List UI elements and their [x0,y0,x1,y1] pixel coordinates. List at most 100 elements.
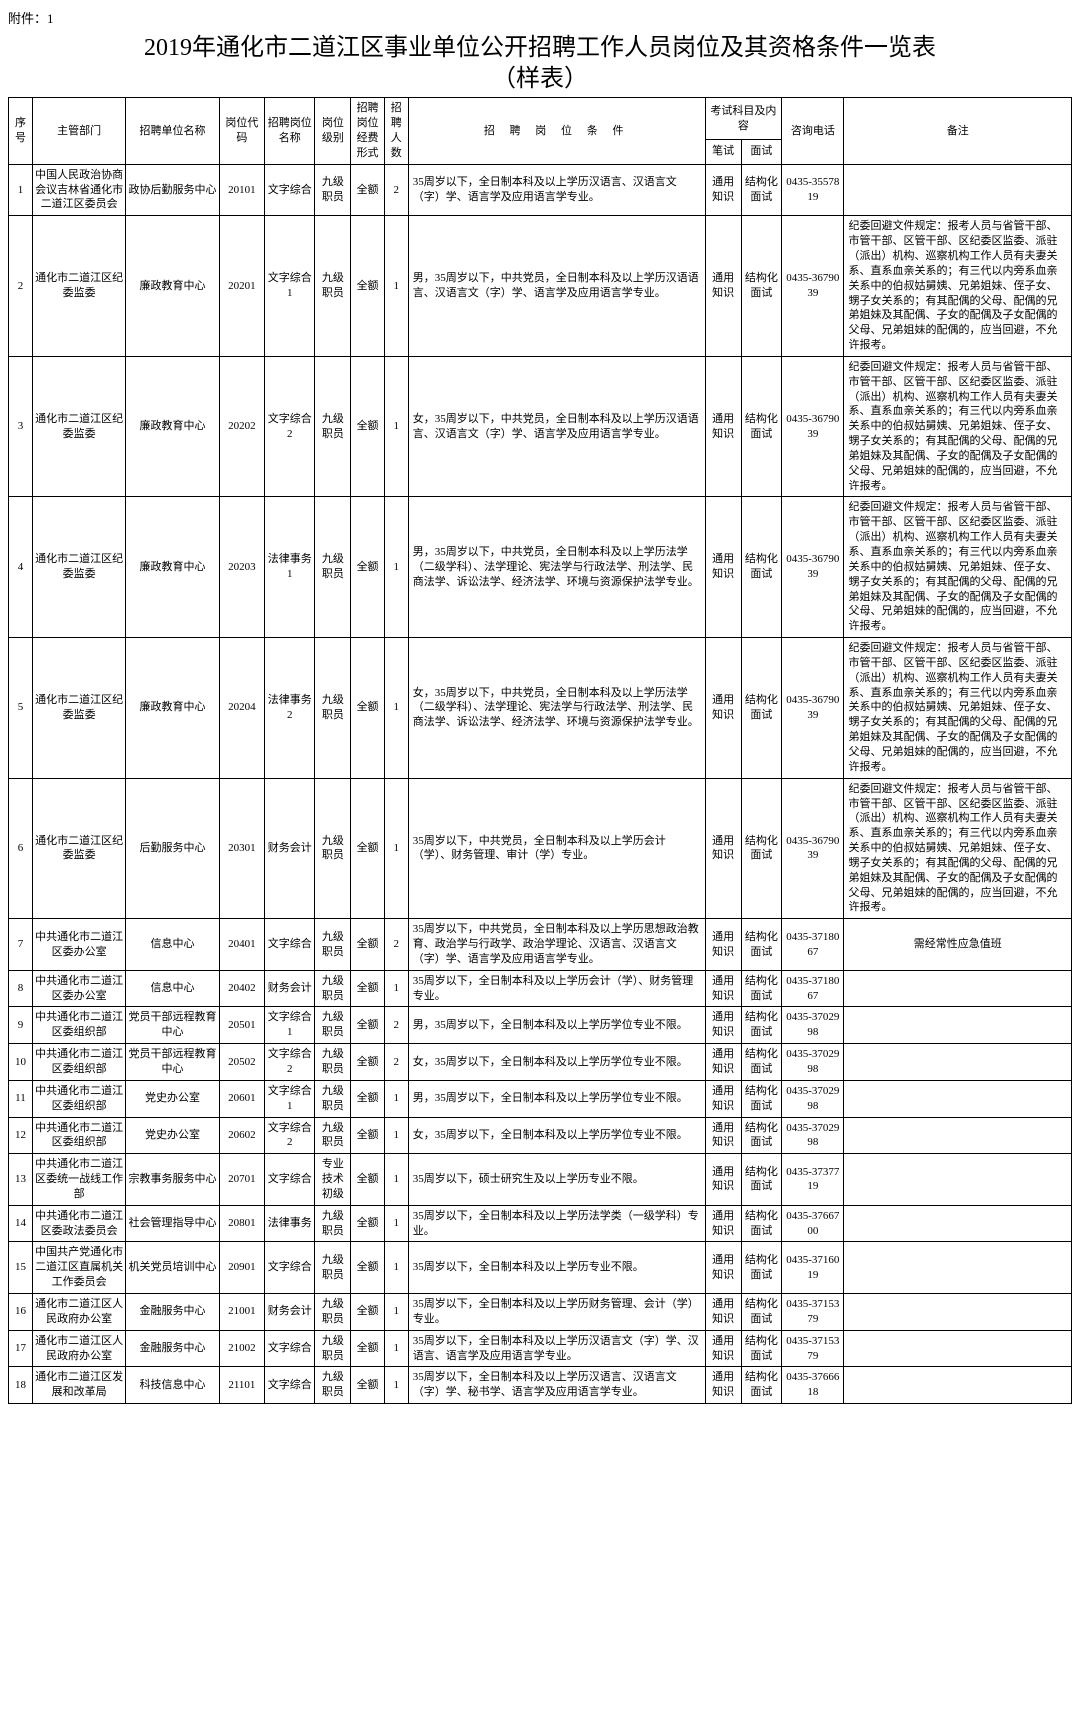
cell-seq: 3 [9,356,33,497]
table-row: 5通化市二道江区纪委监委廉政教育中心20204法律事务2九级职员全额1女，35周… [9,638,1072,779]
cell-cond: 35周岁以下，中共党员，全日制本科及以上学历会计（学）、财务管理、审计（学）专业… [408,778,705,919]
cell-phone: 0435-3766618 [782,1367,844,1404]
cell-code: 20602 [219,1117,264,1154]
cell-code: 21101 [219,1367,264,1404]
cell-count: 1 [384,970,408,1007]
cell-seq: 2 [9,216,33,357]
cell-pos: 法律事务 [265,1205,315,1242]
cell-phone: 0435-3679039 [782,778,844,919]
cell-dept: 中共通化市二道江区委政法委员会 [32,1205,125,1242]
cell-count: 1 [384,356,408,497]
cell-phone: 0435-3679039 [782,638,844,779]
cell-count: 1 [384,1080,408,1117]
cell-dept: 中国共产党通化市二道江区直属机关工作委员会 [32,1242,125,1294]
cell-phone: 0435-3715379 [782,1330,844,1367]
cell-cond: 女，35周岁以下，中共党员，全日制本科及以上学历法学（二级学科）、法学理论、宪法… [408,638,705,779]
cell-cond: 男，35周岁以下，中共党员，全日制本科及以上学历汉语语言、汉语言文（字）学、语言… [408,216,705,357]
cell-seq: 6 [9,778,33,919]
cell-unit: 后勤服务中心 [126,778,219,919]
cell-level: 九级职员 [315,1044,351,1081]
cell-dept: 中共通化市二道江区委办公室 [32,919,125,971]
cell-interview: 结构化面试 [741,1044,782,1081]
cell-dept: 通化市二道江区人民政府办公室 [32,1330,125,1367]
table-row: 15中国共产党通化市二道江区直属机关工作委员会机关党员培训中心20901文字综合… [9,1242,1072,1294]
cell-pos: 文字综合1 [265,216,315,357]
cell-interview: 结构化面试 [741,1367,782,1404]
cell-interview: 结构化面试 [741,1007,782,1044]
cell-remark [844,1044,1072,1081]
cell-pos: 财务会计 [265,778,315,919]
title-line2: （样表） [492,66,588,92]
cell-fund: 全额 [351,497,385,638]
th-seq: 序号 [9,98,33,164]
cell-pos: 文字综合1 [265,1007,315,1044]
cell-remark: 纪委回避文件规定：报考人员与省管干部、市管干部、区管干部、区纪委区监委、派驻（派… [844,216,1072,357]
cell-pos: 文字综合2 [265,1117,315,1154]
th-exam: 考试科目及内容 [705,98,782,140]
cell-code: 20402 [219,970,264,1007]
cell-remark: 纪委回避文件规定：报考人员与省管干部、市管干部、区管干部、区纪委区监委、派驻（派… [844,356,1072,497]
cell-remark [844,1007,1072,1044]
cell-level: 九级职员 [315,1007,351,1044]
cell-written: 通用知识 [705,497,741,638]
cell-unit: 廉政教育中心 [126,497,219,638]
cell-cond: 35周岁以下，中共党员，全日制本科及以上学历思想政治教育、政治学与行政学、政治学… [408,919,705,971]
cell-level: 九级职员 [315,1117,351,1154]
cell-count: 2 [384,1044,408,1081]
cell-written: 通用知识 [705,1330,741,1367]
cell-unit: 廉政教育中心 [126,638,219,779]
cell-cond: 35周岁以下，全日制本科及以上学历财务管理、会计（学）专业。 [408,1293,705,1330]
cell-fund: 全额 [351,216,385,357]
cell-seq: 1 [9,164,33,216]
cell-written: 通用知识 [705,1293,741,1330]
cell-phone: 0435-3718067 [782,970,844,1007]
cell-interview: 结构化面试 [741,1330,782,1367]
cell-count: 1 [384,1367,408,1404]
th-dept: 主管部门 [32,98,125,164]
cell-level: 九级职员 [315,1205,351,1242]
cell-pos: 文字综合 [265,1154,315,1206]
cell-code: 20701 [219,1154,264,1206]
cell-fund: 全额 [351,1117,385,1154]
table-row: 3通化市二道江区纪委监委廉政教育中心20202文字综合2九级职员全额1女，35周… [9,356,1072,497]
cell-code: 20101 [219,164,264,216]
cell-count: 1 [384,1154,408,1206]
cell-code: 20401 [219,919,264,971]
th-phone: 咨询电话 [782,98,844,164]
page-title: 2019年通化市二道江区事业单位公开招聘工作人员岗位及其资格条件一览表 （样表） [8,33,1072,95]
cell-level: 九级职员 [315,778,351,919]
cell-pos: 文字综合2 [265,356,315,497]
cell-dept: 中共通化市二道江区委办公室 [32,970,125,1007]
table-header: 序号 主管部门 招聘单位名称 岗位代码 招聘岗位名称 岗位级别 招聘岗位经费形式… [9,98,1072,164]
cell-interview: 结构化面试 [741,164,782,216]
cell-written: 通用知识 [705,356,741,497]
cell-cond: 男，35周岁以下，全日制本科及以上学历学位专业不限。 [408,1080,705,1117]
cell-fund: 全额 [351,1367,385,1404]
cell-count: 1 [384,1205,408,1242]
cell-fund: 全额 [351,1205,385,1242]
cell-remark [844,1205,1072,1242]
cell-written: 通用知识 [705,1242,741,1294]
cell-unit: 廉政教育中心 [126,216,219,357]
cell-seq: 16 [9,1293,33,1330]
cell-written: 通用知识 [705,919,741,971]
table-row: 7中共通化市二道江区委办公室信息中心20401文字综合九级职员全额235周岁以下… [9,919,1072,971]
cell-dept: 中共通化市二道江区委组织部 [32,1007,125,1044]
cell-remark [844,1080,1072,1117]
cell-pos: 文字综合 [265,164,315,216]
cell-seq: 11 [9,1080,33,1117]
cell-cond: 女，35周岁以下，全日制本科及以上学历学位专业不限。 [408,1044,705,1081]
cell-dept: 中国人民政治协商会议吉林省通化市二道江区委员会 [32,164,125,216]
table-row: 11中共通化市二道江区委组织部党史办公室20601文字综合1九级职员全额1男，3… [9,1080,1072,1117]
th-exam-written: 笔试 [705,139,741,164]
cell-dept: 通化市二道江区发展和改革局 [32,1367,125,1404]
cell-code: 20301 [219,778,264,919]
cell-phone: 0435-3702998 [782,1007,844,1044]
cell-unit: 宗教事务服务中心 [126,1154,219,1206]
cell-level: 九级职员 [315,164,351,216]
cell-remark: 纪委回避文件规定：报考人员与省管干部、市管干部、区管干部、区纪委区监委、派驻（派… [844,638,1072,779]
cell-remark [844,1330,1072,1367]
th-pos: 招聘岗位名称 [265,98,315,164]
cell-fund: 全额 [351,919,385,971]
table-row: 14中共通化市二道江区委政法委员会社会管理指导中心20801法律事务九级职员全额… [9,1205,1072,1242]
